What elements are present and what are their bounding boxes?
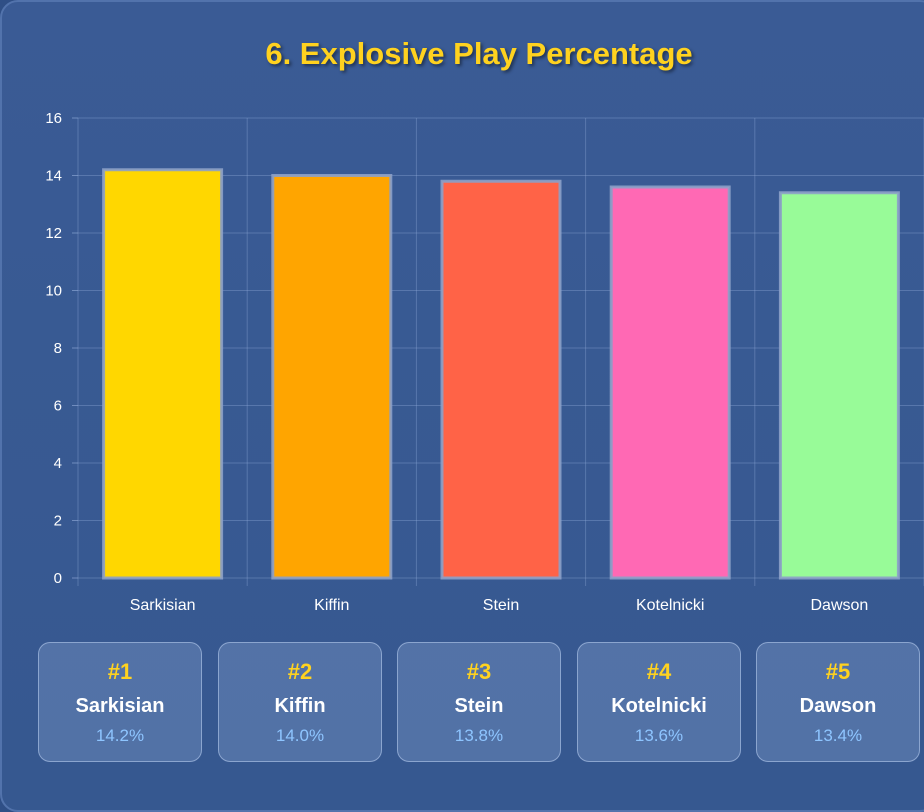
y-tick-label: 16 — [45, 110, 62, 127]
x-axis-ticks: Sarkisian Kiffin Stein Kotelnicki Dawson — [130, 597, 869, 614]
y-tick-label: 6 — [54, 398, 62, 415]
x-tick-label: Sarkisian — [130, 597, 196, 614]
rank-name: Stein — [454, 695, 504, 717]
y-tick-label: 4 — [54, 455, 62, 472]
bars — [102, 168, 900, 580]
rank-card-5: #5 Dawson 13.4% — [756, 642, 920, 762]
rank-value: 14.2% — [95, 726, 145, 745]
rank-card-1: #1 Sarkisian 14.2% — [38, 642, 202, 762]
rank-card-3: #3 Stein 13.8% — [397, 642, 561, 762]
bar-sarkisian — [102, 168, 224, 580]
x-tick-label: Stein — [483, 597, 519, 614]
y-tick-label: 10 — [45, 283, 62, 300]
bar-chart: 0 2 4 6 8 10 12 14 16 Sarkisian Kiffin Stein Koteln… — [45, 110, 924, 614]
rank-card-4: #4 Kotelnicki 13.6% — [577, 642, 741, 762]
x-tick-label: Kiffin — [314, 597, 349, 614]
x-tick-label: Kotelnicki — [636, 597, 704, 614]
rank-value: 13.8% — [454, 726, 504, 745]
bar-stein — [440, 179, 562, 580]
rank-name: Sarkisian — [75, 695, 165, 717]
chart-title: 6. Explosive Play Percentage — [265, 36, 693, 71]
rank-name: Kiffin — [274, 695, 326, 717]
rank-name: Kotelnicki — [611, 695, 707, 717]
rank-label: #4 — [646, 659, 672, 684]
rank-name: Dawson — [799, 695, 877, 717]
rank-value: 13.4% — [813, 726, 863, 745]
rank-label: #3 — [466, 659, 492, 684]
y-tick-label: 8 — [54, 340, 62, 357]
x-tick-label: Dawson — [810, 597, 868, 614]
y-tick-label: 0 — [54, 570, 62, 587]
rank-label: #2 — [287, 659, 313, 684]
y-tick-label: 2 — [54, 513, 62, 530]
bar-kotelnicki — [609, 185, 731, 580]
rank-label: #1 — [107, 659, 133, 684]
y-tick-label: 14 — [45, 168, 62, 185]
y-tick-label: 12 — [45, 225, 62, 242]
y-axis-ticks: 0 2 4 6 8 10 12 14 16 — [45, 110, 62, 587]
bar-kiffin — [271, 174, 393, 580]
bar-dawson — [778, 191, 900, 580]
rank-value: 13.6% — [634, 726, 684, 745]
rank-value: 14.0% — [275, 726, 325, 745]
rank-label: #5 — [825, 659, 851, 684]
rank-card-2: #2 Kiffin 14.0% — [218, 642, 382, 762]
